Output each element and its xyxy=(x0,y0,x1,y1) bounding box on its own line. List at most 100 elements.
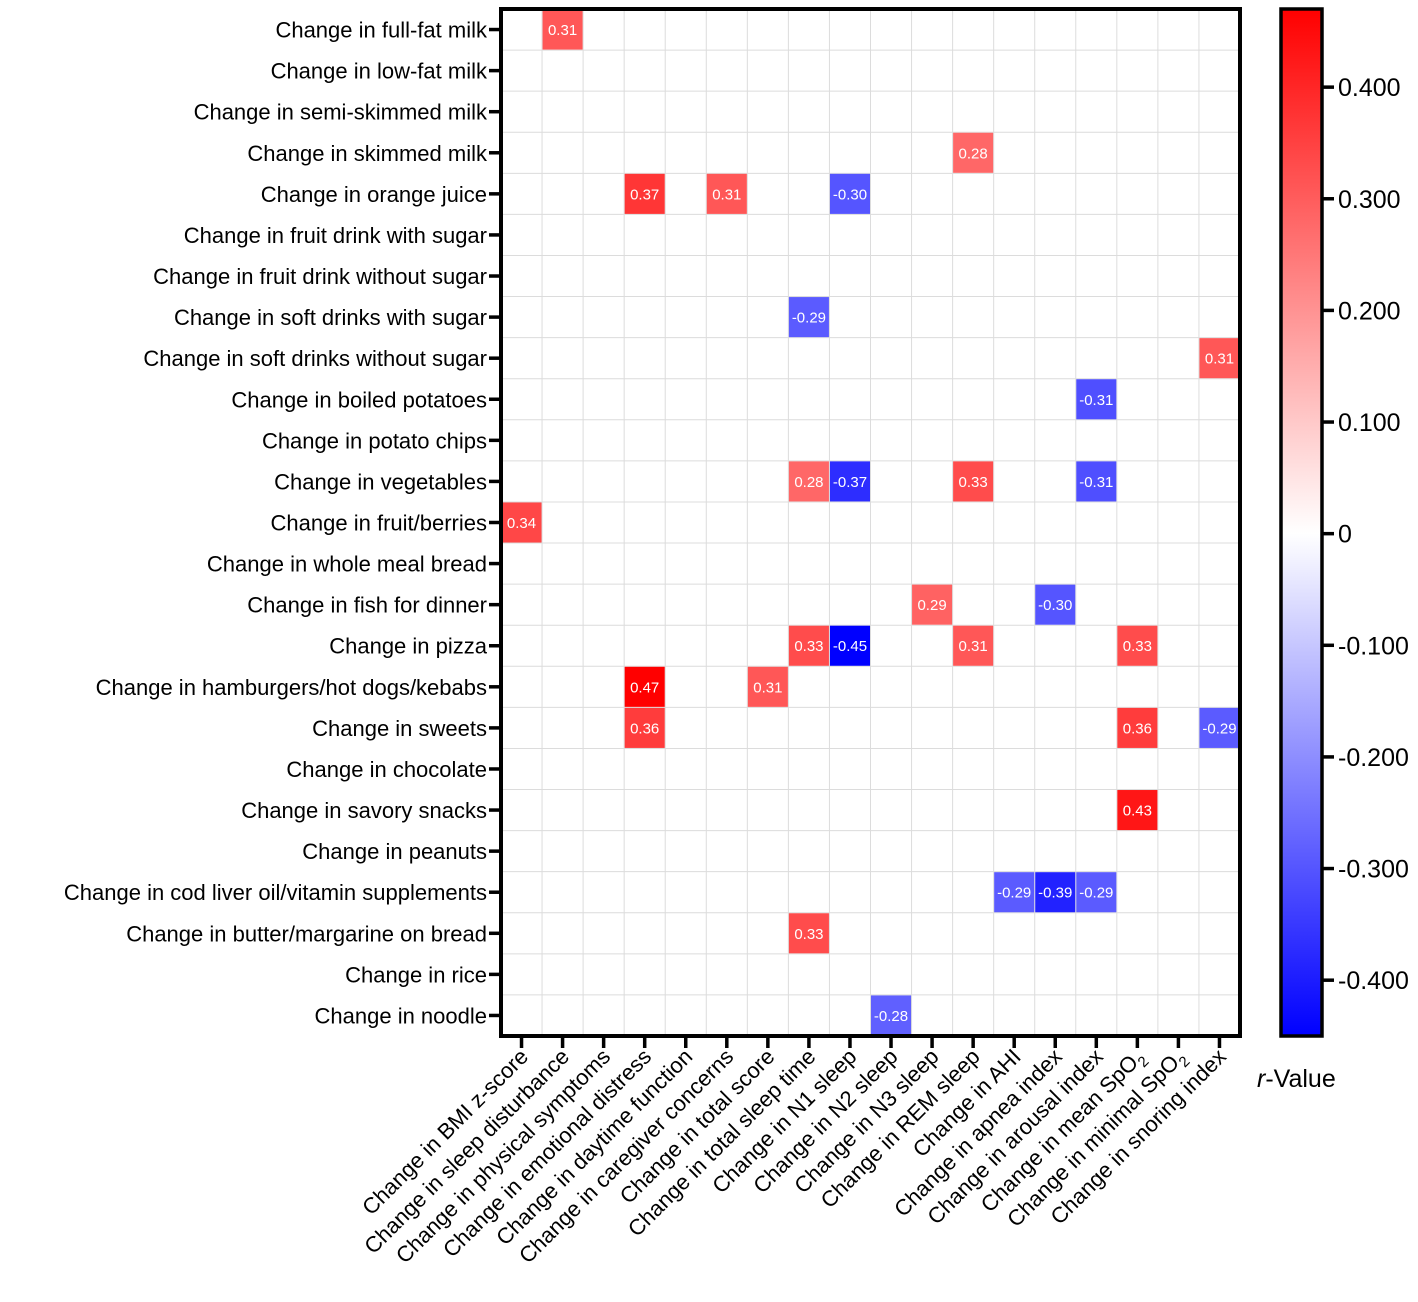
heatmap-cell-fill xyxy=(788,913,829,954)
cell-value-label: -0.45 xyxy=(833,638,867,655)
row-label: Change in peanuts xyxy=(302,839,487,864)
heatmap-cell-fill xyxy=(1035,872,1076,913)
row-label: Change in fruit drink with sugar xyxy=(184,223,487,248)
cell-value-label: 0.31 xyxy=(1205,351,1234,368)
cell-value-label: -0.29 xyxy=(792,310,826,327)
colorbar: 0.400 0.300 0.200 0.100 0 -0.100 -0.200 -0.300 -… xyxy=(1279,7,1409,1038)
heatmap-cell-fill xyxy=(1199,707,1240,748)
heatmap-cell: 0.31 xyxy=(747,666,788,707)
heatmap-cell-fill xyxy=(829,173,870,214)
cell-value-label: -0.29 xyxy=(1202,720,1236,737)
cell-value-label: 0.28 xyxy=(794,474,823,491)
cell-value-label: 0.47 xyxy=(630,679,659,696)
heatmap-cell-fill xyxy=(501,502,542,543)
heatmap-cell-fill xyxy=(624,173,665,214)
heatmap-cell: 0.36 xyxy=(624,707,665,748)
heatmap-cell: -0.31 xyxy=(1076,461,1117,502)
heatmap-cell-fill xyxy=(1199,338,1240,379)
cell-value-label: 0.36 xyxy=(630,720,659,737)
heatmap-cell-fill xyxy=(829,461,870,502)
row-labels: Change in full-fat milk Change in low-fat… xyxy=(64,18,501,1028)
colorbar-tick-label: -0.300 xyxy=(1338,856,1409,884)
colorbar-tick-label: -0.200 xyxy=(1338,744,1409,772)
row-label: Change in skimmed milk xyxy=(247,141,488,166)
heatmap-cell: 0.28 xyxy=(788,461,829,502)
colorbar-tick-label: -0.400 xyxy=(1338,967,1409,995)
cell-value-label: -0.29 xyxy=(997,885,1031,902)
row-label: Change in soft drinks with sugar xyxy=(174,305,487,330)
cell-value-label: 0.28 xyxy=(959,145,988,162)
heatmap-cell: -0.37 xyxy=(829,461,870,502)
heatmap-cell-fill xyxy=(1076,461,1117,502)
heatmap-cell-fill xyxy=(1117,707,1158,748)
row-label: Change in full-fat milk xyxy=(275,18,488,43)
colorbar-tick-label: 0.400 xyxy=(1338,74,1401,102)
row-label: Change in fish for dinner xyxy=(247,593,487,618)
heatmap-cell-fill xyxy=(747,666,788,707)
row-label: Change in fruit/berries xyxy=(271,511,487,536)
heatmap-cell-fill xyxy=(953,625,994,666)
heatmap-cell-fill xyxy=(542,9,583,50)
heatmap-cell: -0.39 xyxy=(1035,872,1076,913)
heatmap-cell-fill xyxy=(871,995,912,1036)
cell-value-label: 0.31 xyxy=(753,679,782,696)
heatmap-cell-fill xyxy=(624,666,665,707)
heatmap-cell: 0.31 xyxy=(706,173,747,214)
row-label: Change in orange juice xyxy=(261,182,487,207)
cell-value-label: 0.43 xyxy=(1123,803,1152,820)
heatmap-cell: 0.29 xyxy=(912,584,953,625)
cell-value-label: 0.31 xyxy=(959,638,988,655)
heatmap-cell-fill xyxy=(953,461,994,502)
heatmap-cell-fill xyxy=(706,173,747,214)
row-label: Change in hamburgers/hot dogs/kebabs xyxy=(96,675,487,700)
heatmap-cell-fill xyxy=(1117,625,1158,666)
heatmap-cell: 0.31 xyxy=(1199,338,1240,379)
cell-value-label: 0.37 xyxy=(630,186,659,203)
row-label: Change in sweets xyxy=(312,716,487,741)
heatmap-cell: -0.29 xyxy=(1076,872,1117,913)
cell-value-label: -0.37 xyxy=(833,474,867,491)
cell-value-label: -0.28 xyxy=(874,1008,908,1025)
heatmap-cell-fill xyxy=(912,584,953,625)
heatmap-cell: 0.33 xyxy=(788,625,829,666)
heatmap-cell: -0.30 xyxy=(829,173,870,214)
heatmap-cell-fill xyxy=(788,625,829,666)
heatmap-cells: 0.310.280.37 0.31 -0.30-0.290.31-0.310.28-… xyxy=(501,9,1240,1036)
heatmap-cell-fill xyxy=(953,132,994,173)
row-label: Change in butter/margarine on bread xyxy=(126,921,487,946)
heatmap-cell: -0.29 xyxy=(1199,707,1240,748)
cell-value-label: -0.39 xyxy=(1038,885,1072,902)
heatmap-cell-fill xyxy=(788,297,829,338)
cell-value-label: 0.33 xyxy=(1123,638,1152,655)
colorbar-tick-label: 0 xyxy=(1338,521,1352,549)
cell-value-label: 0.33 xyxy=(794,926,823,943)
heatmap-cell: 0.37 xyxy=(624,173,665,214)
cell-value-label: 0.31 xyxy=(548,22,577,39)
cell-value-label: 0.29 xyxy=(917,597,946,614)
heatmap-cell: -0.45 xyxy=(829,625,870,666)
row-label: Change in cod liver oil/vitamin suppleme… xyxy=(64,880,487,905)
row-label: Change in semi-skimmed milk xyxy=(194,100,488,125)
heatmap-grid xyxy=(501,9,1240,1036)
row-label: Change in boiled potatoes xyxy=(231,387,487,412)
heatmap-cell-fill xyxy=(829,625,870,666)
heatmap-cell: 0.33 xyxy=(1117,625,1158,666)
cell-value-label: -0.29 xyxy=(1079,885,1113,902)
cell-value-label: -0.30 xyxy=(833,186,867,203)
heatmap-cell-fill xyxy=(994,872,1035,913)
heatmap-cell: 0.33 xyxy=(953,461,994,502)
heatmap-cell-fill xyxy=(1035,584,1076,625)
heatmap-cell-fill xyxy=(624,707,665,748)
heatmap-cell: 0.47 xyxy=(624,666,665,707)
heatmap-cell: 0.33 xyxy=(788,913,829,954)
heatmap-cell-fill xyxy=(788,461,829,502)
heatmap-cell: 0.34 xyxy=(501,502,542,543)
cell-value-label: 0.33 xyxy=(959,474,988,491)
colorbar-tick-label: 0.200 xyxy=(1338,297,1401,325)
heatmap-cell: 0.31 xyxy=(542,9,583,50)
cell-value-label: 0.34 xyxy=(507,515,536,532)
heatmap-cell-fill xyxy=(1076,872,1117,913)
heatmap-cell: -0.30 xyxy=(1035,584,1076,625)
